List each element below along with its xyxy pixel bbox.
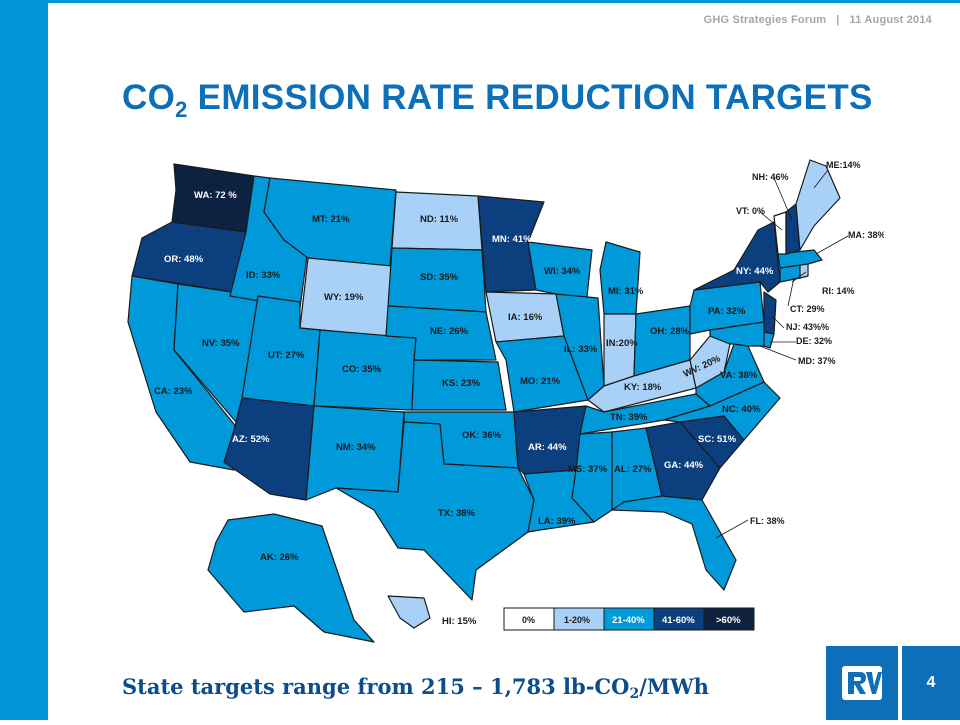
label-NC: NC: 40% <box>722 404 761 415</box>
label-UT: UT: 27% <box>268 350 305 361</box>
legend-swatch-4 <box>703 607 755 631</box>
label-HI: HI: 15% <box>442 616 477 627</box>
left-accent-bar <box>0 0 48 720</box>
state-MD <box>709 321 765 347</box>
top-accent-line <box>0 0 960 3</box>
callout-DE: DE: 32% <box>796 336 832 346</box>
label-NY: NY: 44% <box>736 266 774 277</box>
label-AK: AK: 26% <box>260 552 299 563</box>
state-NJ <box>763 291 777 335</box>
legend-label-0: 0% <box>522 615 535 625</box>
label-WY: WY: 19% <box>324 292 364 303</box>
label-ND: ND: 11% <box>420 214 459 225</box>
legend: 0% 1-20% 21-40% 41-60% >60% <box>503 607 755 631</box>
state-WV <box>689 335 731 389</box>
label-MI: MI: 31% <box>608 286 644 297</box>
state-DE <box>763 331 775 349</box>
label-NM: NM: 34% <box>336 442 376 453</box>
label-GA: GA: 44% <box>664 460 704 471</box>
label-VA: VA: 38% <box>720 370 758 381</box>
label-ID: ID: 33% <box>246 270 281 281</box>
title-subscript: 2 <box>175 97 188 122</box>
label-MN: MN: 41% <box>492 234 532 245</box>
us-state-targets-map: WA: 72 % OR: 48% CA: 23% NV: 35% ID: 33%… <box>127 159 884 643</box>
callout-MD: MD: 37% <box>798 356 836 366</box>
logo-mark-icon <box>842 666 882 700</box>
event-name: GHG Strategies Forum <box>703 14 827 26</box>
label-WA: WA: 72 % <box>194 190 237 201</box>
label-KS: KS: 23% <box>442 378 481 389</box>
label-CO: CO: 35% <box>342 364 382 375</box>
label-WI: WI: 34% <box>544 266 581 277</box>
label-LA: LA: 39% <box>538 516 576 527</box>
label-KY: KY: 18% <box>624 382 662 393</box>
callout-RI: RI: 14% <box>822 286 855 296</box>
label-IA: IA: 16% <box>508 312 543 323</box>
state-labels: WA: 72 % OR: 48% CA: 23% NV: 35% ID: 33%… <box>154 190 774 627</box>
label-AL: AL: 27% <box>614 464 652 475</box>
legend-label-1: 1-20% <box>564 615 590 625</box>
state-MA <box>777 249 823 269</box>
footer-summary: State targets range from 215 – 1,783 lb-… <box>122 674 709 702</box>
slide-header-meta: GHG Strategies Forum | 11 August 2014 <box>704 14 932 26</box>
footer-text-suffix: /MWh <box>639 674 709 699</box>
label-NE: NE: 26% <box>430 326 469 337</box>
callout-VT: VT: 0% <box>736 206 765 216</box>
state-AK <box>207 513 375 643</box>
label-OH: OH: 28% <box>650 326 690 337</box>
state-IN <box>603 313 637 387</box>
label-AZ: AZ: 52% <box>232 434 270 445</box>
state-GA <box>645 421 721 501</box>
event-date: 11 August 2014 <box>849 14 932 26</box>
state-VA <box>695 343 765 407</box>
state-ME <box>795 159 841 251</box>
callout-FL: FL: 38% <box>750 516 785 526</box>
label-SD: SD: 35% <box>420 272 459 283</box>
callout-ME: ME:14% <box>826 160 861 170</box>
label-SC: SC: 51% <box>698 434 737 445</box>
state-HI <box>387 595 431 629</box>
state-KS <box>411 359 507 411</box>
footer-text-subscript: 2 <box>629 686 640 702</box>
company-logo <box>826 646 898 720</box>
state-NM <box>305 405 405 501</box>
label-NV: NV: 35% <box>202 338 240 349</box>
label-TX: TX: 38% <box>438 508 476 519</box>
label-IN: IN:20% <box>606 338 638 349</box>
label-MO: MO: 21% <box>520 376 561 387</box>
label-IL: IL: 33% <box>564 344 598 355</box>
slide-title: CO2 EMISSION RATE REDUCTION TARGETS <box>122 78 873 123</box>
header-separator: | <box>836 14 840 26</box>
state-shapes <box>127 159 841 643</box>
footer-text-prefix: State targets range from 215 – 1,783 lb-… <box>122 674 630 699</box>
label-PA: PA: 32% <box>708 306 746 317</box>
state-NY <box>693 221 781 293</box>
legend-label-3: 41-60% <box>662 615 695 626</box>
legend-label-2: 21-40% <box>612 615 645 626</box>
label-MS: MS: 37% <box>568 464 608 475</box>
callout-CT: CT: 29% <box>790 304 825 314</box>
callout-MA: MA: 38% <box>848 230 884 240</box>
title-suffix: EMISSION RATE REDUCTION TARGETS <box>187 78 873 117</box>
callouts <box>715 169 849 539</box>
title-prefix: CO <box>122 78 176 117</box>
state-FL <box>611 495 737 591</box>
label-CA: CA: 23% <box>154 386 193 397</box>
label-TN: TN: 39% <box>610 412 648 423</box>
callout-labels: ME:14% NH: 46% VT: 0% MA: 38% RI: 14% CT… <box>736 160 884 526</box>
label-AR: AR: 44% <box>528 442 567 453</box>
callout-NH: NH: 46% <box>752 172 789 182</box>
state-MI <box>599 241 641 315</box>
callout-NJ: NJ: 43%% <box>786 322 829 332</box>
page-number: 4 <box>902 646 960 720</box>
label-OK: OK: 36% <box>462 430 502 441</box>
state-MO <box>495 335 589 413</box>
state-TX <box>335 421 535 601</box>
legend-label-4: >60% <box>716 615 741 626</box>
label-MT: MT: 21% <box>312 214 350 225</box>
label-OR: OR: 48% <box>164 254 204 265</box>
